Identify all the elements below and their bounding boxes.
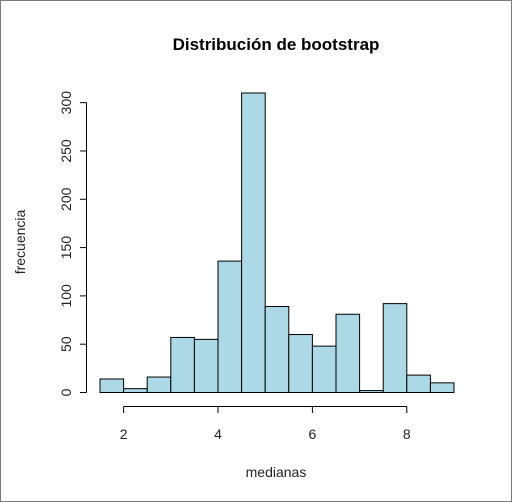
y-axis-label: frecuencia xyxy=(12,209,28,274)
x-tick-label: 2 xyxy=(120,426,128,442)
bars-group xyxy=(99,92,455,394)
histogram-bar xyxy=(217,260,243,393)
x-axis: 2 4 6 8 xyxy=(120,406,411,442)
y-axis: 0 50 100 150 200 250 300 xyxy=(58,91,87,396)
y-tick-label: 300 xyxy=(58,91,74,115)
x-axis-label: medianas xyxy=(246,464,307,480)
histogram-bar xyxy=(241,92,266,393)
y-tick-label: 50 xyxy=(58,336,74,352)
histogram-bar xyxy=(359,390,384,394)
histogram-bar xyxy=(382,303,408,393)
x-tick-label: 6 xyxy=(309,426,317,442)
histogram-bar xyxy=(288,334,313,393)
histogram-bar xyxy=(311,345,337,394)
histogram-bar xyxy=(123,388,148,394)
y-tick-label: 100 xyxy=(58,284,74,308)
y-tick-label: 200 xyxy=(58,187,74,211)
histogram-bar xyxy=(99,378,125,394)
histogram-bar xyxy=(264,306,290,394)
histogram-bar xyxy=(170,336,195,393)
x-tick-label: 8 xyxy=(403,426,411,442)
histogram-bar xyxy=(429,382,455,393)
histogram-bar xyxy=(146,376,172,394)
y-tick-label: 150 xyxy=(58,236,74,260)
histogram-bar xyxy=(335,313,361,393)
histogram-bar xyxy=(406,374,431,393)
histogram-bar xyxy=(193,338,219,393)
chart-title: Distribución de bootstrap xyxy=(173,35,380,54)
y-tick-label: 250 xyxy=(58,139,74,163)
y-tick-label: 0 xyxy=(58,388,74,396)
x-tick-label: 4 xyxy=(214,426,222,442)
